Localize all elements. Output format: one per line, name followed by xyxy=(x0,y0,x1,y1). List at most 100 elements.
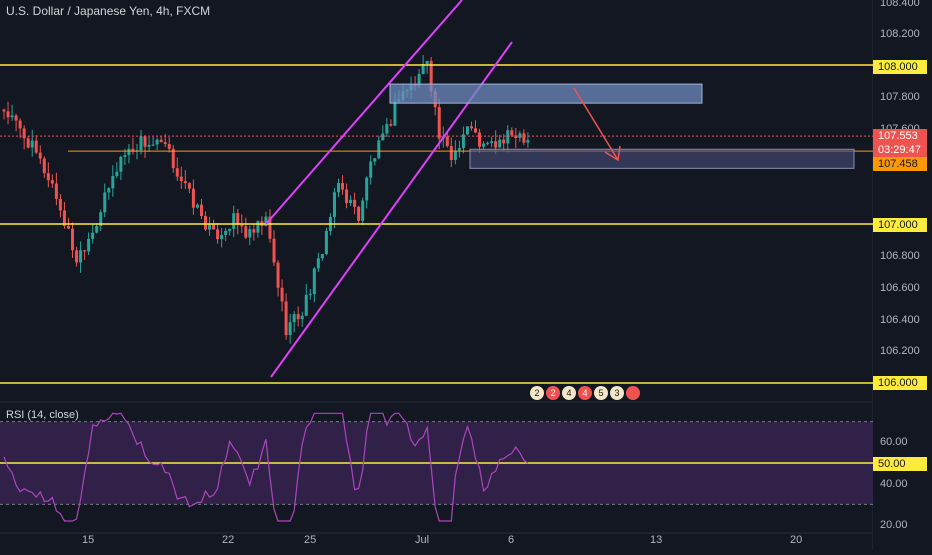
last-price-tag: 107.553 xyxy=(873,129,927,143)
level-tag-106: 106.000 xyxy=(873,376,927,390)
candle-body xyxy=(526,140,530,143)
candle-body xyxy=(284,301,288,336)
time-label: 13 xyxy=(650,534,663,546)
event-marker[interactable]: 5 xyxy=(594,386,608,400)
rsi-tick: 40.00 xyxy=(880,478,908,490)
candle-body xyxy=(191,188,195,208)
candle-body xyxy=(38,152,42,159)
candle-body xyxy=(151,144,155,146)
candle-body xyxy=(357,206,361,221)
candle-body xyxy=(522,133,526,143)
candle-body xyxy=(208,223,212,230)
candle-body xyxy=(195,204,199,208)
candle-body xyxy=(494,141,498,148)
candle-body xyxy=(123,155,127,157)
candle-body xyxy=(30,140,34,148)
candle-body xyxy=(349,199,353,204)
candle-body xyxy=(292,314,296,323)
candle-body xyxy=(514,135,518,139)
event-marker[interactable]: 3 xyxy=(610,386,624,400)
candle-body xyxy=(244,226,248,238)
candle-body xyxy=(71,228,75,251)
rsi-tick: 60.00 xyxy=(880,436,908,448)
rsi-line xyxy=(3,412,529,522)
candle-body xyxy=(147,145,151,147)
candle-body xyxy=(50,180,54,184)
candle-body xyxy=(272,238,276,263)
candle-body xyxy=(232,213,236,229)
candle-body xyxy=(248,229,252,238)
candle-body xyxy=(518,133,522,139)
candle-body xyxy=(163,142,167,145)
candle-body xyxy=(457,148,461,151)
candle-body xyxy=(264,216,268,226)
candle-body xyxy=(155,139,159,145)
candle-body xyxy=(308,294,312,296)
candle-body xyxy=(252,229,256,233)
candle-body xyxy=(212,223,216,230)
candle-body xyxy=(300,315,304,320)
candle-body xyxy=(66,225,70,229)
event-marker[interactable]: 4 xyxy=(578,386,592,400)
candle-body xyxy=(417,74,421,86)
price-tick: 108.200 xyxy=(880,28,920,40)
candle-body xyxy=(280,287,284,302)
candle-body xyxy=(490,141,494,143)
level-tag-108: 108.000 xyxy=(873,60,927,74)
candle-body xyxy=(389,124,393,126)
event-marker[interactable]: 4 xyxy=(562,386,576,400)
candle-body xyxy=(486,142,490,144)
candle-body xyxy=(377,140,381,159)
candle-body xyxy=(373,158,377,162)
candle-body xyxy=(324,230,328,255)
candle-body xyxy=(474,128,478,133)
candle-body xyxy=(111,175,115,189)
candle-body xyxy=(18,120,22,129)
candle-body xyxy=(58,198,62,211)
candle-body xyxy=(167,144,171,149)
event-markers[interactable]: 2 2 4 4 5 3 xyxy=(530,386,640,400)
candle-body xyxy=(445,136,449,147)
candle-body xyxy=(103,192,107,213)
candle-body xyxy=(506,130,510,144)
candle-body xyxy=(22,128,26,139)
candle-body xyxy=(216,229,220,240)
time-label: 22 xyxy=(222,534,235,546)
candle-body xyxy=(79,250,83,263)
candle-body xyxy=(119,156,123,172)
candle-body xyxy=(498,139,502,148)
event-marker[interactable]: 2 xyxy=(546,386,560,400)
event-marker[interactable]: 2 xyxy=(530,386,544,400)
candle-body xyxy=(159,139,163,143)
candle-body xyxy=(175,168,179,177)
candle-body xyxy=(107,188,111,193)
candle-body xyxy=(502,139,506,144)
price-tick: 106.200 xyxy=(880,345,920,357)
price-tick: 106.800 xyxy=(880,250,920,262)
candle-body xyxy=(341,183,345,190)
event-marker[interactable] xyxy=(626,386,640,400)
candle-body xyxy=(87,238,91,252)
candle-body xyxy=(288,322,292,336)
candle-body xyxy=(316,258,320,269)
candle-body xyxy=(256,221,260,233)
projection-arrowhead xyxy=(604,145,621,162)
candle-body xyxy=(99,212,103,227)
candle-body xyxy=(139,136,143,151)
candle-body xyxy=(437,107,441,139)
candle-body xyxy=(187,183,191,189)
candle-body xyxy=(478,132,482,147)
price-tick: 108.400 xyxy=(880,0,920,9)
candle-body xyxy=(369,161,373,178)
candle-body xyxy=(228,228,232,231)
candle-body xyxy=(204,216,207,230)
candle-body xyxy=(381,133,385,141)
projection-arrow xyxy=(573,87,619,161)
candle-body xyxy=(365,177,369,201)
symbol-title: U.S. Dollar / Japanese Yen, 4h, FXCM xyxy=(6,4,211,18)
candle-body xyxy=(14,115,18,121)
price-tick: 106.400 xyxy=(880,314,920,326)
candle-body xyxy=(449,146,453,161)
